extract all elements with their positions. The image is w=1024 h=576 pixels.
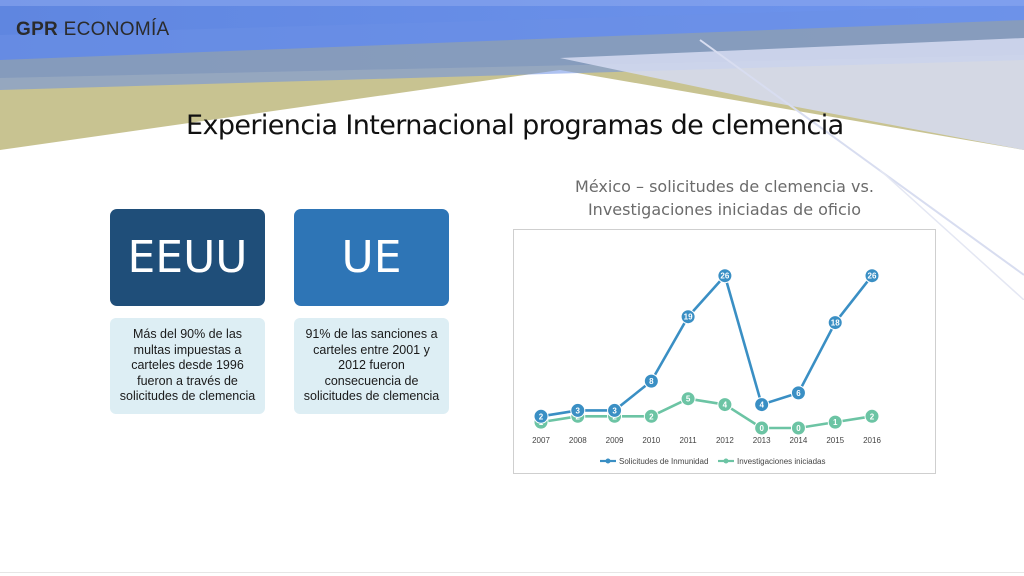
header-decoration (0, 0, 1024, 300)
footer-divider (0, 572, 1024, 573)
data-point (643, 373, 659, 389)
data-point (570, 402, 586, 418)
ue-card-header: UE (294, 209, 449, 306)
data-label: 19 (684, 313, 693, 322)
x-tick-label: 2009 (606, 436, 624, 445)
legend-label: Solicitudes de Inmunidad (619, 457, 708, 466)
data-label: 6 (796, 389, 801, 398)
x-tick-label: 2016 (863, 436, 881, 445)
eeuu-card-text: Más del 90% de las multas impuestas a ca… (110, 318, 265, 414)
data-point (643, 408, 659, 424)
chart-title-line-2: Investigaciones iniciadas de oficio (587, 200, 862, 219)
chart-title: México – solicitudes de clemencia vs. In… (512, 175, 937, 221)
data-point (607, 402, 623, 418)
chart-title-line-1: México – solicitudes de clemencia vs. (575, 177, 874, 196)
data-label: 26 (868, 272, 877, 281)
data-point (790, 420, 806, 436)
data-point (754, 420, 770, 436)
data-label: 0 (796, 424, 801, 433)
data-label: 4 (759, 401, 764, 410)
ue-card-text-content: 91% de las sanciones a carteles entre 20… (303, 327, 440, 404)
data-point (790, 385, 806, 401)
data-point (754, 397, 770, 413)
x-tick-label: 2012 (716, 436, 734, 445)
x-tick-label: 2015 (826, 436, 844, 445)
series-line (540, 274, 874, 418)
data-point (827, 414, 843, 430)
series-line (540, 397, 873, 430)
data-label: 1 (833, 418, 838, 427)
data-point (864, 408, 880, 424)
brand-rest: ECONOMÍA (63, 19, 170, 40)
data-point (717, 268, 733, 284)
data-label: 18 (831, 319, 840, 328)
data-label: 26 (720, 272, 729, 281)
x-tick-label: 2013 (753, 436, 771, 445)
data-label: 3 (612, 406, 617, 415)
data-label: 3 (576, 406, 581, 415)
eeuu-card-header: EEUU (110, 209, 265, 306)
legend-marker (723, 458, 729, 464)
data-label: 5 (686, 395, 691, 404)
data-point (827, 315, 843, 331)
data-label: 2 (870, 412, 875, 421)
x-tick-label: 2011 (680, 436, 698, 445)
data-label: 4 (723, 401, 728, 410)
data-point (533, 408, 549, 424)
data-label: 2 (539, 412, 544, 421)
legend-label: Investigaciones iniciadas (737, 457, 826, 466)
x-tick-label: 2008 (569, 436, 587, 445)
brand-bold: GPR (16, 19, 59, 40)
data-point (680, 391, 696, 407)
legend-marker (605, 458, 611, 464)
data-label: 8 (649, 377, 654, 386)
data-point (717, 397, 733, 413)
brand-logo: GPR ECONOMÍA (16, 19, 170, 41)
line-chart: 2007 2008 2009 2010 2011 2012 2013 2014 2015 2016… (532, 268, 881, 466)
data-label: 2 (649, 412, 654, 421)
eeuu-card-text-content: Más del 90% de las multas impuestas a ca… (119, 327, 256, 404)
data-point (680, 309, 696, 325)
x-tick-label: 2014 (790, 436, 808, 445)
slide-title: Experiencia Internacional programas de c… (186, 110, 844, 141)
chart-frame: 2007 2008 2009 2010 2011 2012 2013 2014 2015 2016… (513, 229, 936, 474)
ue-card-text: 91% de las sanciones a carteles entre 20… (294, 318, 449, 414)
x-tick-label: 2007 (532, 436, 550, 445)
x-tick-label: 2010 (642, 436, 660, 445)
data-label: 0 (759, 424, 764, 433)
data-point (864, 268, 880, 284)
